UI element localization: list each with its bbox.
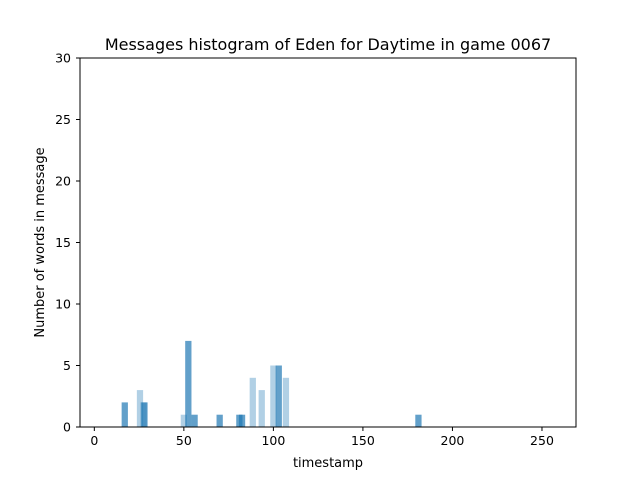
histogram-bar (121, 402, 128, 427)
histogram-bar (141, 402, 148, 427)
x-tick-label: 0 (90, 433, 98, 448)
bars-layer (121, 340, 422, 427)
x-axis-label: timestamp (293, 456, 363, 471)
y-tick-label: 15 (55, 235, 71, 250)
y-axis: 0 5 10 15 20 25 30 (55, 51, 80, 435)
histogram-bar (136, 390, 144, 427)
y-tick-label: 30 (55, 51, 71, 66)
histogram-bar (270, 365, 277, 427)
histogram-bar (282, 377, 290, 427)
x-tick-label: 50 (176, 433, 192, 448)
histogram-bar (216, 414, 223, 427)
x-axis: 0 50 100 150 200 250 (90, 427, 554, 448)
x-tick-label: 250 (530, 433, 554, 448)
chart-title: Messages histogram of Eden for Daytime i… (105, 35, 551, 54)
y-tick-label: 10 (55, 297, 71, 312)
histogram-bar (258, 390, 265, 427)
y-tick-label: 20 (55, 174, 71, 189)
histogram-bar (238, 414, 246, 427)
histogram-bar (180, 414, 187, 427)
x-tick-label: 150 (351, 433, 375, 448)
histogram-bar (185, 340, 192, 427)
y-tick-label: 5 (63, 358, 71, 373)
x-tick-label: 100 (261, 433, 285, 448)
histogram-bar (275, 365, 282, 427)
y-axis-label: Number of words in message (33, 147, 48, 337)
y-tick-label: 0 (63, 420, 71, 435)
histogram-bar (249, 377, 256, 427)
x-tick-label: 200 (441, 433, 465, 448)
histogram-bar (191, 414, 198, 427)
histogram-bar (415, 414, 422, 427)
y-tick-label: 25 (55, 112, 71, 127)
